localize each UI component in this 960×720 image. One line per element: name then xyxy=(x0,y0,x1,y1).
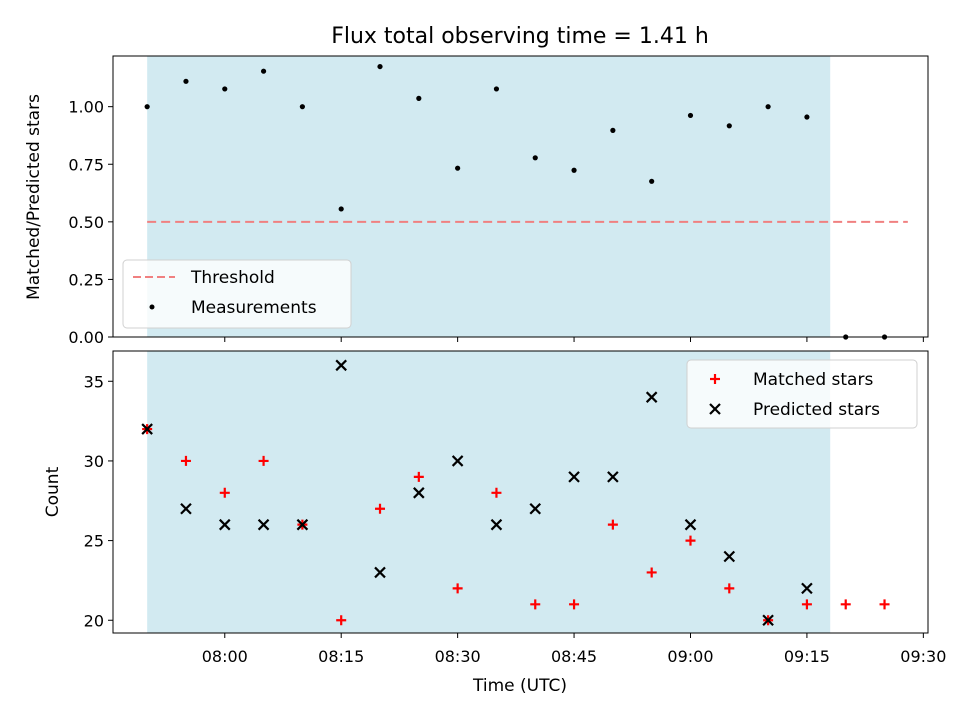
measurements-point xyxy=(610,127,616,133)
legend-threshold-label: Threshold xyxy=(190,268,275,288)
bottom-y-tick-label: 25 xyxy=(84,532,104,551)
measurements-point xyxy=(183,78,189,84)
predicted-stars-marker xyxy=(684,518,697,531)
measurements-point xyxy=(377,63,383,70)
predicted-stars-marker xyxy=(413,487,425,499)
measurements-point xyxy=(338,206,344,212)
top-y-ticks: 0.00 0.25 0.50 0.75 1.00 xyxy=(68,98,113,347)
figure-title: Flux total observing time = 1.41 h xyxy=(331,24,709,49)
matched-stars-marker xyxy=(840,599,851,610)
top-y-axis-label: Matched/Predicted stars xyxy=(24,94,44,300)
predicted-stars-marker xyxy=(451,455,464,467)
predicted-stars-marker xyxy=(568,471,580,483)
legend-measurements-label: Measurements xyxy=(191,298,317,318)
bottom-y-tick-label: 30 xyxy=(84,452,104,471)
measurements-point xyxy=(144,104,150,110)
matched-stars-marker xyxy=(685,535,696,546)
x-tick-label: 08:15 xyxy=(318,647,364,666)
matched-stars-marker xyxy=(646,567,657,578)
x-tick-label: 08:30 xyxy=(435,647,481,666)
top-y-tick-label: 0.75 xyxy=(68,155,104,174)
predicted-stars-marker xyxy=(490,518,503,531)
legend-matched-label: Matched stars xyxy=(753,370,873,390)
matched-stars-marker xyxy=(530,599,541,610)
predicted-stars-marker xyxy=(801,582,813,595)
predicted-stars-marker xyxy=(218,518,231,531)
x-tick-label: 08:00 xyxy=(202,647,248,666)
predicted-stars-marker xyxy=(335,359,347,372)
measurements-point xyxy=(299,104,305,110)
top-panel: 0.00 0.25 0.50 0.75 1.00 Matched/Predicted s… xyxy=(24,55,929,347)
matched-stars-marker xyxy=(879,599,890,610)
top-x-ticks xyxy=(224,337,924,342)
measurements-point xyxy=(765,104,771,110)
predicted-legend-swatch xyxy=(709,403,721,415)
matched-stars-marker xyxy=(180,455,191,466)
measurements-point xyxy=(416,95,422,101)
bottom-y-tick-label: 35 xyxy=(84,372,104,391)
bottom-y-ticks: 20 25 30 35 xyxy=(84,372,113,630)
matched-stars-marker xyxy=(607,519,618,530)
x-axis-label: Time (UTC) xyxy=(472,676,567,696)
predicted-stars-marker xyxy=(296,518,309,531)
bottom-x-ticks: 08:00 08:15 08:30 08:45 09:00 09:15 09:30 xyxy=(202,633,946,666)
predicted-stars-marker xyxy=(723,550,736,563)
x-tick-label: 09:30 xyxy=(900,647,946,666)
measurements-point xyxy=(260,68,267,74)
matched-stars-marker xyxy=(413,471,424,482)
measurements-point xyxy=(687,112,694,119)
bottom-legend: Matched stars Predicted stars xyxy=(686,359,918,429)
top-legend: Threshold Measurements xyxy=(122,259,352,329)
bottom-y-tick-label: 20 xyxy=(84,611,104,630)
top-y-tick-label: 0.25 xyxy=(68,270,104,289)
measurements-point xyxy=(493,86,500,92)
top-y-tick-label: 0.50 xyxy=(68,213,104,232)
predicted-stars-marker xyxy=(180,502,192,515)
top-legend-box xyxy=(122,259,352,329)
predicted-stars-marker xyxy=(529,502,542,515)
matched-stars-marker xyxy=(452,583,463,594)
x-tick-label: 08:45 xyxy=(551,647,597,666)
x-tick-label: 09:15 xyxy=(784,647,830,666)
predicted-stars-marker xyxy=(762,614,774,627)
matched-stars-marker xyxy=(219,487,230,498)
measurements-point xyxy=(571,167,577,173)
top-axes-frame xyxy=(112,55,929,338)
measurements-legend-swatch xyxy=(149,304,155,310)
measurements-point xyxy=(455,165,461,171)
predicted-stars-marker xyxy=(645,391,658,403)
measurements-point xyxy=(532,155,538,161)
top-y-tick-label: 0.00 xyxy=(68,328,104,347)
predicted-stars-marker xyxy=(374,566,386,579)
measurements-point xyxy=(649,178,655,184)
matched-stars-marker xyxy=(491,487,502,498)
matched-stars-marker xyxy=(258,455,269,466)
x-tick-label: 09:00 xyxy=(667,647,713,666)
legend-predicted-label: Predicted stars xyxy=(753,400,880,420)
measurements-point xyxy=(222,86,228,92)
matched-stars-marker xyxy=(336,615,347,626)
matched-legend-swatch xyxy=(710,374,720,384)
measurements-point xyxy=(726,123,732,129)
measurements-point xyxy=(804,114,810,120)
bottom-series-layer xyxy=(141,359,890,627)
top-y-tick-label: 1.00 xyxy=(68,98,104,117)
bottom-legend-box xyxy=(686,359,918,429)
bottom-y-axis-label: Count xyxy=(43,466,63,517)
matched-stars-marker xyxy=(801,599,812,610)
predicted-stars-marker xyxy=(257,518,270,531)
matched-stars-marker xyxy=(724,583,735,594)
bottom-axes-frame xyxy=(112,350,929,634)
matched-stars-marker xyxy=(375,503,386,514)
predicted-stars-marker xyxy=(141,423,153,435)
predicted-stars-marker xyxy=(607,471,619,483)
matched-stars-marker xyxy=(569,599,580,610)
